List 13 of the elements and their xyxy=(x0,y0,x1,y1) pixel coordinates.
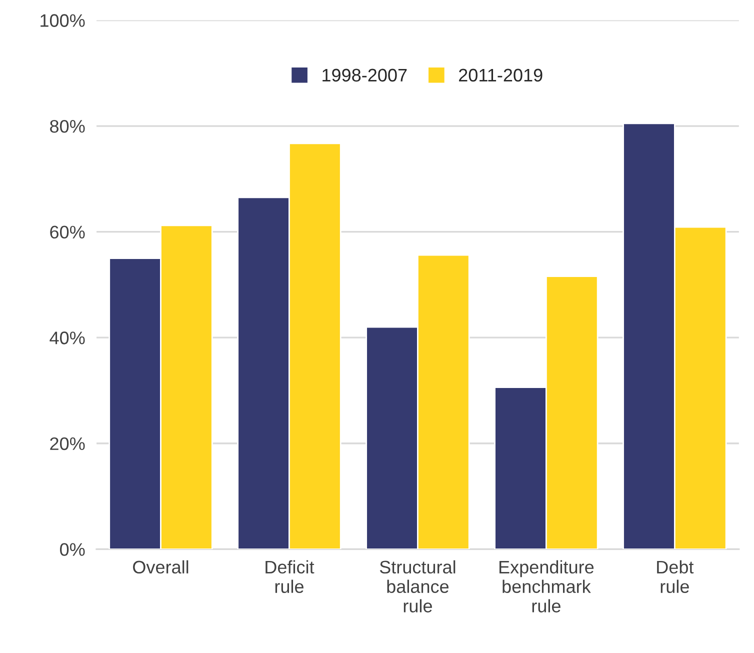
legend-label: 2011-2019 xyxy=(459,68,542,82)
legend-label: 1998-2007 xyxy=(322,68,407,82)
x-tick-label: Overall xyxy=(133,560,188,574)
y-tick-label: 80% xyxy=(50,120,85,133)
y-tick-label: 0% xyxy=(60,543,85,556)
x-tick-label: Expenditure benchmark rule xyxy=(500,560,594,612)
x-tick-label: Debt rule xyxy=(657,560,694,593)
y-tick-label: 60% xyxy=(50,226,85,239)
x-tick-label: Structural balance rule xyxy=(380,560,456,612)
x-tick-label: Deficit rule xyxy=(266,560,314,593)
y-tick-label: 20% xyxy=(50,437,85,450)
y-tick-label: 40% xyxy=(50,332,85,344)
y-tick-label: 100% xyxy=(40,14,85,27)
